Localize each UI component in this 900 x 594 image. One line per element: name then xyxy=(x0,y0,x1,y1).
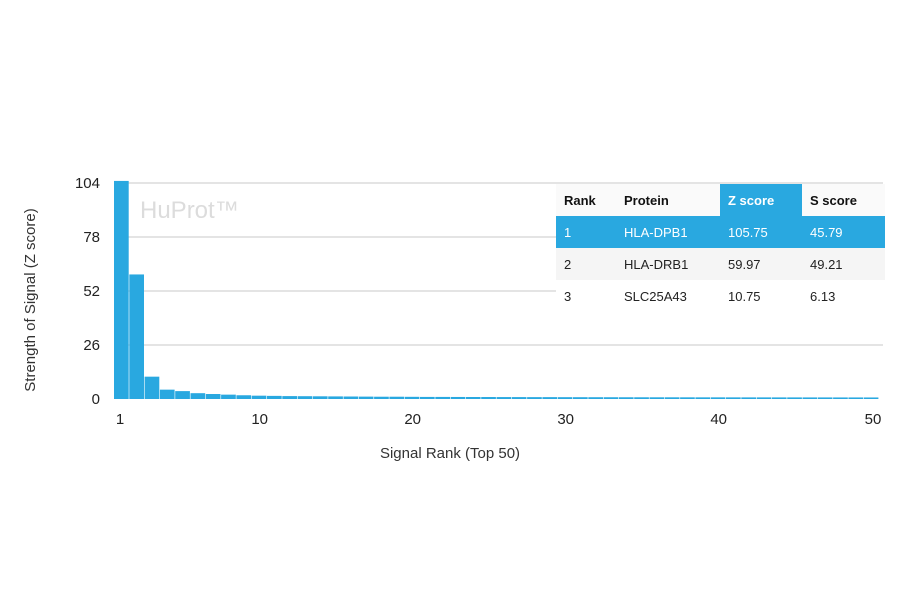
bar xyxy=(404,396,420,399)
bar xyxy=(710,397,726,399)
bar xyxy=(588,397,603,399)
bars xyxy=(114,180,879,399)
bar xyxy=(680,397,695,399)
bar xyxy=(159,389,175,399)
bar xyxy=(542,397,558,399)
bar xyxy=(771,397,787,399)
watermark: HuProt™ xyxy=(140,197,239,224)
bar xyxy=(756,397,772,399)
bar xyxy=(389,396,405,399)
y-tick-label: 26 xyxy=(83,337,100,354)
bar xyxy=(848,397,864,399)
bar xyxy=(343,396,359,399)
y-axis-title: Strength of Signal (Z score) xyxy=(22,208,39,391)
bar xyxy=(450,396,466,399)
bar xyxy=(527,397,542,399)
bar xyxy=(358,396,374,399)
table-cell: HLA-DRB1 xyxy=(616,248,720,280)
x-tick-label: 50 xyxy=(865,411,882,428)
bar xyxy=(465,397,481,399)
table-cell: 3 xyxy=(556,280,616,312)
table-cell: 59.97 xyxy=(720,248,802,280)
table-cell: 6.13 xyxy=(802,280,885,312)
x-tick-label: 30 xyxy=(557,411,574,428)
x-tick-label: 40 xyxy=(710,411,727,428)
x-tick-label: 10 xyxy=(251,411,268,428)
table-cell: 49.21 xyxy=(802,248,885,280)
table-cell: 45.79 xyxy=(802,216,885,248)
table-cell: HLA-DPB1 xyxy=(616,216,720,248)
table-header-s-score: S score xyxy=(802,184,885,216)
bar xyxy=(221,394,236,399)
table-cell: 1 xyxy=(556,216,616,248)
bar xyxy=(267,395,282,399)
table-row: 2 HLA-DRB1 59.97 49.21 xyxy=(556,248,885,280)
bar xyxy=(618,397,634,399)
table-header-row: Rank Protein Z score S score xyxy=(556,184,885,216)
bar xyxy=(603,397,619,399)
bar xyxy=(251,395,267,399)
bar xyxy=(741,397,756,399)
bar xyxy=(282,396,297,399)
y-tick-label: 104 xyxy=(75,175,100,192)
bar xyxy=(863,397,879,399)
bar xyxy=(817,397,833,399)
y-tick-label: 0 xyxy=(92,391,100,408)
bar xyxy=(695,397,711,399)
x-axis-title: Signal Rank (Top 50) xyxy=(380,445,520,462)
table-row: 1 HLA-DPB1 105.75 45.79 xyxy=(556,216,885,248)
table-cell: SLC25A43 xyxy=(616,280,720,312)
x-tick-labels: 1 10 20 30 40 50 xyxy=(116,411,882,428)
bar xyxy=(236,395,252,399)
bar xyxy=(634,397,649,399)
bar xyxy=(649,397,665,399)
bar xyxy=(205,394,221,399)
bar xyxy=(190,393,206,399)
table-cell: 105.75 xyxy=(720,216,802,248)
bar xyxy=(557,397,573,399)
bar xyxy=(802,397,818,399)
bar xyxy=(787,397,802,399)
bar xyxy=(297,396,313,399)
bar xyxy=(129,274,144,399)
bar xyxy=(573,397,588,399)
bar xyxy=(435,396,450,399)
bar xyxy=(175,391,190,399)
table-header-rank: Rank xyxy=(556,184,616,216)
x-tick-label: 20 xyxy=(404,411,421,428)
y-tick-label: 52 xyxy=(83,283,100,300)
bar xyxy=(114,180,129,399)
bar xyxy=(496,397,512,399)
bar xyxy=(664,397,680,399)
table-row: 3 SLC25A43 10.75 6.13 xyxy=(556,280,885,312)
bar xyxy=(374,396,389,399)
bar xyxy=(420,396,435,399)
bar xyxy=(144,376,160,399)
bar xyxy=(726,397,741,399)
y-tick-label: 78 xyxy=(83,229,100,246)
table-cell: 2 xyxy=(556,248,616,280)
bar xyxy=(511,397,527,399)
score-table: Rank Protein Z score S score 1 HLA-DPB1 … xyxy=(556,184,885,312)
y-tick-labels: 0 26 52 78 104 xyxy=(75,175,100,408)
table-header-z-score: Z score xyxy=(720,184,802,216)
table-cell: 10.75 xyxy=(720,280,802,312)
bar xyxy=(312,396,328,399)
table-header-protein: Protein xyxy=(616,184,720,216)
x-tick-label: 1 xyxy=(116,411,124,428)
bar xyxy=(328,396,343,399)
bar xyxy=(833,397,848,399)
bar xyxy=(481,397,496,399)
